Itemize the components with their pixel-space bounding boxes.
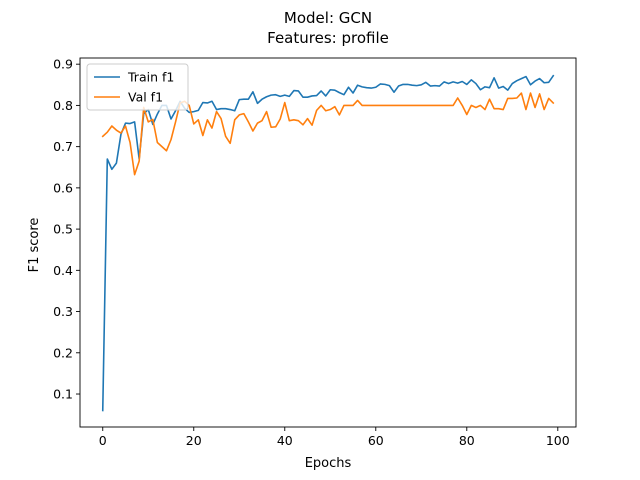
x-tick-label: 60 xyxy=(368,433,384,448)
y-tick-label: 0.1 xyxy=(53,387,73,402)
chart-title: Model: GCN xyxy=(284,9,372,27)
y-tick-label: 0.9 xyxy=(53,57,73,72)
legend-label-train-f1: Train f1 xyxy=(127,70,174,85)
x-tick-label: 0 xyxy=(99,433,107,448)
x-tick-label: 100 xyxy=(546,433,570,448)
y-axis-label: F1 score xyxy=(27,218,42,273)
y-tick-label: 0.2 xyxy=(53,345,73,360)
legend-box xyxy=(86,63,189,111)
y-tick-label: 0.6 xyxy=(53,180,73,195)
x-tick-label: 80 xyxy=(459,433,475,448)
series-line-train-f1 xyxy=(101,74,555,412)
chart-subtitle: Features: profile xyxy=(267,29,389,47)
y-tick-label: 0.7 xyxy=(53,139,73,154)
x-axis-label: Epochs xyxy=(305,456,352,471)
y-tick-label: 0.5 xyxy=(53,222,73,237)
y-tick-label: 0.4 xyxy=(53,263,73,278)
plot-frame xyxy=(79,57,577,428)
x-tick-label: 40 xyxy=(277,433,293,448)
y-tick-label: 0.3 xyxy=(53,304,73,319)
legend: Train f1 Val f1 xyxy=(86,63,189,111)
series-line-val-f1 xyxy=(101,92,555,176)
y-tick-label: 0.8 xyxy=(53,98,73,113)
x-tick-label: 20 xyxy=(186,433,202,448)
legend-label-val-f1: Val f1 xyxy=(128,90,163,105)
